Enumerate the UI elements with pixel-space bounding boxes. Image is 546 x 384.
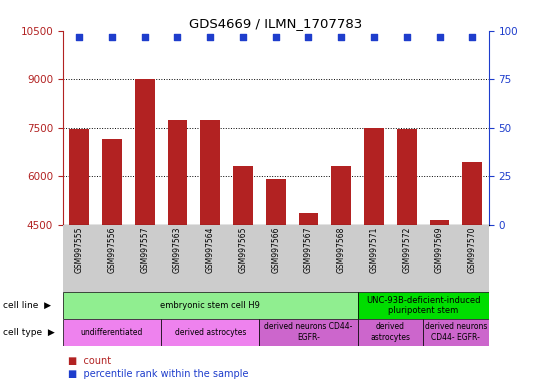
Text: GSM997557: GSM997557 — [140, 227, 149, 273]
Bar — [266, 179, 286, 225]
Point — [206, 33, 215, 40]
Bar — [423, 319, 489, 346]
Point — [468, 33, 477, 40]
Bar — [63, 225, 96, 292]
Bar — [233, 167, 253, 225]
Title: GDS4669 / ILMN_1707783: GDS4669 / ILMN_1707783 — [189, 17, 363, 30]
Bar — [358, 225, 390, 292]
Text: GSM997566: GSM997566 — [271, 227, 280, 273]
Text: GSM997564: GSM997564 — [206, 227, 215, 273]
Text: derived
astrocytes: derived astrocytes — [370, 323, 411, 342]
Text: GSM997567: GSM997567 — [304, 227, 313, 273]
Bar — [456, 225, 489, 292]
Bar — [390, 225, 423, 292]
Bar — [259, 319, 358, 346]
Bar — [168, 119, 187, 225]
Bar — [292, 225, 325, 292]
Text: embryonic stem cell H9: embryonic stem cell H9 — [161, 301, 260, 310]
Point — [370, 33, 378, 40]
Text: GSM997568: GSM997568 — [337, 227, 346, 273]
Text: ■  percentile rank within the sample: ■ percentile rank within the sample — [68, 369, 249, 379]
Bar — [63, 292, 358, 319]
Point — [173, 33, 182, 40]
Bar — [423, 225, 456, 292]
Point — [108, 33, 116, 40]
Point — [402, 33, 411, 40]
Text: cell type  ▶: cell type ▶ — [3, 328, 55, 337]
Text: derived neurons CD44-
EGFR-: derived neurons CD44- EGFR- — [264, 323, 353, 342]
Point — [140, 33, 149, 40]
Bar — [430, 220, 449, 225]
Bar — [358, 292, 489, 319]
Text: GSM997556: GSM997556 — [108, 227, 116, 273]
Bar — [69, 129, 89, 225]
Bar — [102, 139, 122, 225]
Text: GSM997565: GSM997565 — [239, 227, 247, 273]
Text: GSM997571: GSM997571 — [370, 227, 378, 273]
Text: GSM997570: GSM997570 — [468, 227, 477, 273]
Bar — [227, 225, 259, 292]
Point — [304, 33, 313, 40]
Bar — [364, 127, 384, 225]
Point — [75, 33, 84, 40]
Text: GSM997555: GSM997555 — [75, 227, 84, 273]
Bar — [63, 319, 161, 346]
Point — [239, 33, 247, 40]
Bar — [161, 225, 194, 292]
Bar — [299, 214, 318, 225]
Bar — [358, 319, 423, 346]
Text: GSM997572: GSM997572 — [402, 227, 411, 273]
Bar — [259, 225, 292, 292]
Bar — [128, 225, 161, 292]
Bar — [194, 225, 227, 292]
Text: derived astrocytes: derived astrocytes — [175, 328, 246, 337]
Bar — [96, 225, 128, 292]
Point — [435, 33, 444, 40]
Text: ■  count: ■ count — [68, 356, 111, 366]
Bar — [325, 225, 358, 292]
Bar — [161, 319, 259, 346]
Bar — [135, 79, 155, 225]
Point — [271, 33, 280, 40]
Text: cell line  ▶: cell line ▶ — [3, 301, 51, 310]
Bar — [397, 129, 417, 225]
Point — [337, 33, 346, 40]
Bar — [331, 167, 351, 225]
Text: undifferentiated: undifferentiated — [81, 328, 143, 337]
Text: GSM997563: GSM997563 — [173, 227, 182, 273]
Bar — [462, 162, 482, 225]
Text: UNC-93B-deficient-induced
pluripotent stem: UNC-93B-deficient-induced pluripotent st… — [366, 296, 480, 315]
Text: GSM997569: GSM997569 — [435, 227, 444, 273]
Text: derived neurons
CD44- EGFR-: derived neurons CD44- EGFR- — [425, 323, 487, 342]
Bar — [200, 119, 220, 225]
